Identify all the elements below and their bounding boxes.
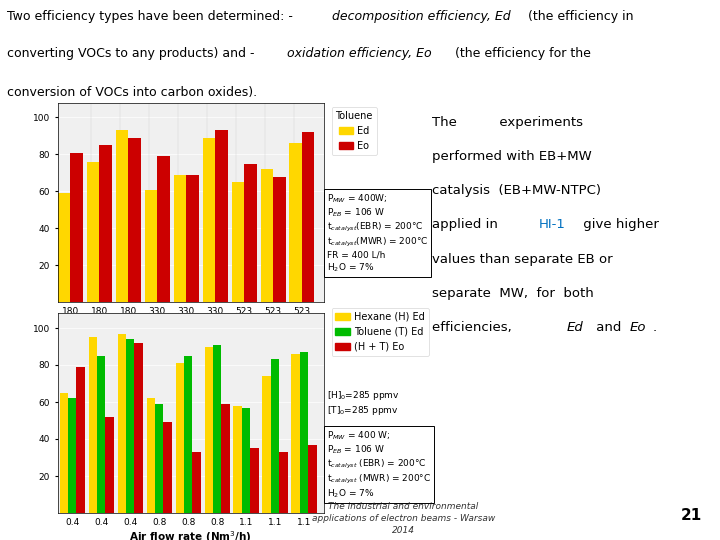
Bar — [60, 393, 68, 513]
Bar — [279, 452, 288, 513]
Bar — [213, 345, 221, 513]
Bar — [273, 177, 286, 302]
Bar — [176, 363, 184, 513]
Text: Eo: Eo — [630, 321, 647, 334]
Text: decomposition efficiency, Ed: decomposition efficiency, Ed — [332, 10, 510, 23]
Text: efficiencies,: efficiencies, — [432, 321, 516, 334]
X-axis label: Air flow rate (Nm$^3$/h): Air flow rate (Nm$^3$/h) — [130, 530, 252, 540]
Bar — [263, 376, 271, 513]
Bar — [117, 334, 126, 513]
Bar — [155, 404, 163, 513]
Bar — [76, 367, 85, 513]
Bar — [302, 132, 315, 302]
Bar — [271, 360, 279, 513]
Bar — [232, 182, 244, 302]
Text: (the efficiency for the: (the efficiency for the — [451, 46, 590, 60]
Text: applied in: applied in — [432, 218, 502, 232]
Text: The industrial and environmental
applications of electron beams - Warsaw
2014: The industrial and environmental applica… — [312, 502, 495, 535]
Bar — [215, 130, 228, 302]
Bar — [68, 399, 76, 513]
Bar — [126, 339, 135, 513]
Bar — [116, 130, 128, 302]
Bar — [244, 164, 256, 302]
Text: P$_{MW}$ = 400 W;
P$_{EB}$ = 106 W
t$_{catalyst}$ (EBR) = 200°C
t$_{catalyst}$ (: P$_{MW}$ = 400 W; P$_{EB}$ = 106 W t$_{c… — [327, 429, 431, 500]
Bar — [261, 169, 273, 302]
Text: 21: 21 — [680, 508, 702, 523]
Bar — [174, 175, 186, 302]
Bar — [145, 190, 157, 302]
Text: values than separate EB or: values than separate EB or — [432, 253, 613, 266]
Bar — [251, 448, 258, 513]
Bar — [87, 162, 99, 302]
Text: P$_{MW}$ = 400W;
P$_{EB}$ = 106 W
t$_{catalyst}$(EBR) = 200°C
t$_{catalyst}$(MWR: P$_{MW}$ = 400W; P$_{EB}$ = 106 W t$_{ca… — [327, 192, 428, 274]
Text: give higher: give higher — [580, 218, 660, 232]
Bar — [186, 175, 199, 302]
Text: Two efficiency types have been determined: -: Two efficiency types have been determine… — [7, 10, 297, 23]
Text: The          experiments: The experiments — [432, 116, 583, 129]
Bar — [128, 138, 141, 302]
Bar — [308, 444, 317, 513]
Bar — [221, 404, 230, 513]
Bar — [292, 354, 300, 513]
Bar — [204, 347, 213, 513]
Text: oxidation efficiency, Eo: oxidation efficiency, Eo — [287, 46, 431, 60]
Bar — [58, 193, 71, 302]
Bar — [300, 352, 308, 513]
Bar — [163, 422, 172, 513]
Bar — [71, 152, 83, 302]
Text: performed with EB+MW: performed with EB+MW — [432, 150, 592, 163]
Text: HI-1: HI-1 — [539, 218, 566, 232]
Bar — [89, 338, 97, 513]
Text: conversion of VOCs into carbon oxides).: conversion of VOCs into carbon oxides). — [7, 86, 257, 99]
Legend: Ed, Eo: Ed, Eo — [331, 107, 377, 155]
Text: [H]$_0$=285 ppmv
[T]$_0$=285 ppmv: [H]$_0$=285 ppmv [T]$_0$=285 ppmv — [327, 389, 400, 417]
Bar — [192, 452, 201, 513]
Text: converting VOCs to any products) and -: converting VOCs to any products) and - — [7, 46, 258, 60]
Bar — [233, 406, 242, 513]
Bar — [147, 399, 155, 513]
Text: and: and — [592, 321, 626, 334]
Text: Ed: Ed — [567, 321, 583, 334]
Text: catalysis  (EB+MW-NTPC): catalysis (EB+MW-NTPC) — [432, 184, 601, 197]
Bar — [157, 156, 170, 302]
Text: separate  MW,  for  both: separate MW, for both — [432, 287, 594, 300]
X-axis label: Toluene initial concentration (ppmv): Toluene initial concentration (ppmv) — [84, 319, 298, 329]
Bar — [202, 138, 215, 302]
Text: .: . — [652, 321, 657, 334]
Bar — [105, 417, 114, 513]
Bar — [135, 343, 143, 513]
Text: (the efficiency in: (the efficiency in — [524, 10, 634, 23]
Bar — [289, 143, 302, 302]
Bar — [97, 356, 105, 513]
Bar — [242, 408, 251, 513]
Bar — [99, 145, 112, 302]
Legend: Hexane (H) Ed, Toluene (T) Ed, (H + T) Eo: Hexane (H) Ed, Toluene (T) Ed, (H + T) E… — [331, 308, 428, 355]
Bar — [184, 356, 192, 513]
